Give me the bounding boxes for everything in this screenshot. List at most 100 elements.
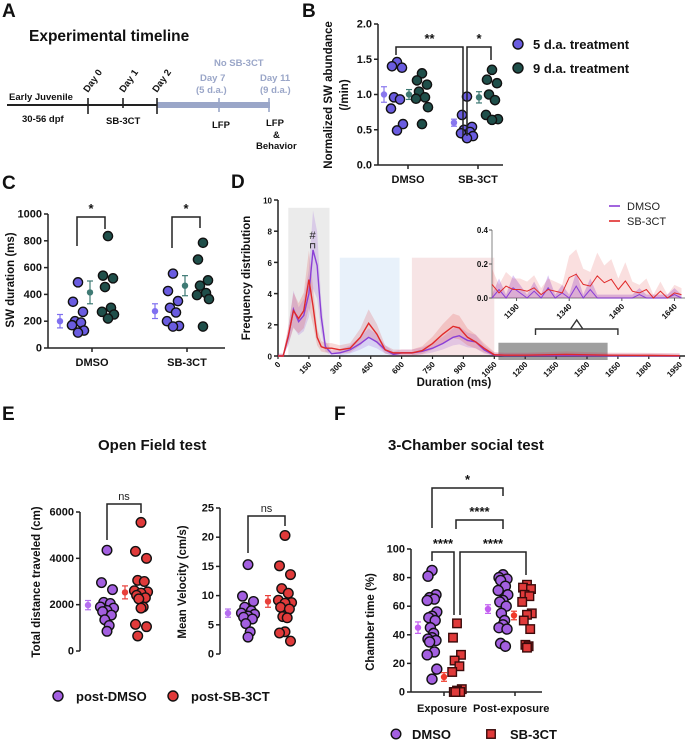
series-line-sb-3ct [278, 279, 680, 357]
inset-series-line [491, 273, 682, 299]
label-day7-sub: (5 d.a.) [196, 85, 227, 96]
data-point [194, 280, 206, 291]
timeline-title: Experimental timeline [29, 28, 190, 45]
inset-series-line [491, 285, 682, 299]
y-tick-label: 10 [263, 197, 272, 206]
label-lfp-day7: LFP [212, 120, 231, 131]
hash-annotation: # [310, 230, 317, 242]
legend-marker [512, 38, 524, 50]
y-tick-label: 600 [24, 262, 42, 274]
y-tick-label: 0.5 [357, 124, 372, 136]
data-point [431, 663, 443, 675]
data-point [489, 94, 501, 106]
data-point [274, 627, 286, 639]
data-point [77, 306, 89, 318]
y-axis-label: Normalized SW abundance [323, 21, 335, 169]
data-point [422, 101, 434, 113]
legend-marker [512, 62, 524, 74]
data-point [72, 327, 84, 338]
significance-bracket [171, 216, 201, 248]
legend-label: post-SB-3CT [191, 689, 270, 704]
data-point [96, 306, 108, 318]
y-tick-label: 1000 [18, 209, 42, 221]
y-tick-label: 0 [208, 649, 214, 661]
data-point [162, 285, 174, 297]
x-tick-label: 1350 [542, 360, 561, 379]
legend-label: SB-3CT [627, 216, 666, 228]
significance-bracket [431, 551, 455, 615]
legend-label: post-DMSO [76, 689, 147, 704]
legend-label: 9 d.a. treatment [533, 61, 630, 76]
y-axis-label: Chamber time (%) [365, 573, 377, 671]
x-tick-label: 600 [390, 360, 406, 376]
data-point-square [486, 729, 496, 739]
data-point [411, 75, 423, 86]
data-point [129, 618, 141, 630]
legend-marker [390, 728, 402, 740]
x-axis-label: Duration (ms) [417, 377, 492, 389]
x-tick-label: Post-exposure [473, 703, 549, 715]
panel-letter-e: E [2, 404, 15, 425]
data-point [281, 612, 293, 624]
significance-label: ** [424, 31, 435, 46]
chart-b: 0.0 0.5 1.0 1.5 2.0 DMSO SB-3CT Normalized SW a… [323, 19, 630, 187]
data-point [501, 623, 513, 635]
x-tick-label: 450 [359, 360, 375, 376]
label-ampersand: & [273, 130, 280, 141]
significance-bracket [247, 515, 286, 553]
data-point [416, 118, 428, 130]
y-tick-label: 25 [202, 503, 214, 515]
data-point [397, 118, 409, 130]
data-point-square [524, 591, 535, 602]
data-point [172, 295, 184, 307]
x-tick-label: DMSO [76, 357, 109, 369]
mean-marker [264, 598, 272, 605]
inset-chart: 0.0 0.2 0.4 1190 1340 1490 1640 [477, 226, 685, 321]
data-point [192, 254, 204, 265]
shaded-region [498, 342, 608, 360]
data-point [167, 321, 179, 332]
panel-letter-a: A [2, 1, 16, 22]
data-point [391, 125, 403, 136]
y-tick-label: 1.0 [357, 89, 372, 101]
data-point [240, 618, 252, 630]
significance-bracket [395, 46, 464, 136]
label-early-juvenile: Early Juvenile [9, 92, 73, 103]
mean-marker [121, 589, 129, 596]
data-point [101, 544, 113, 556]
label-day2: Day 2 [150, 68, 174, 95]
legend-marker [52, 690, 64, 702]
significance-label: **** [483, 536, 504, 551]
panel-letter-d: D [231, 172, 245, 193]
y-tick-label: 2000 [50, 599, 74, 611]
y-tick-label: 5 [208, 619, 214, 631]
data-point [396, 62, 408, 74]
mean-marker [475, 94, 483, 101]
inset-x-tick-label: 1640 [660, 302, 679, 321]
data-point [486, 114, 498, 126]
data-point-square [517, 596, 528, 607]
mean-marker [84, 601, 92, 609]
y-tick-label: 100 [387, 544, 405, 556]
x-tick-label: 1800 [634, 360, 653, 379]
data-point [492, 584, 504, 597]
y-tick-label: 20 [202, 532, 214, 544]
legend-label: DMSO [627, 201, 660, 213]
mean-marker [484, 605, 492, 613]
data-point-square [456, 649, 466, 660]
mean-marker [440, 673, 448, 681]
label-sb3ct: SB-3CT [106, 116, 141, 127]
data-point [421, 594, 433, 607]
mean-marker [405, 91, 413, 98]
confidence-band [278, 250, 680, 356]
data-point [236, 590, 248, 602]
inset-x-tick-label: 1190 [502, 302, 521, 321]
data-point [422, 570, 434, 582]
inset-confidence-band [492, 249, 682, 298]
data-point [247, 595, 259, 607]
data-point [242, 631, 254, 643]
x-tick-label: 1200 [511, 360, 530, 379]
label-day1: Day 1 [117, 67, 141, 95]
